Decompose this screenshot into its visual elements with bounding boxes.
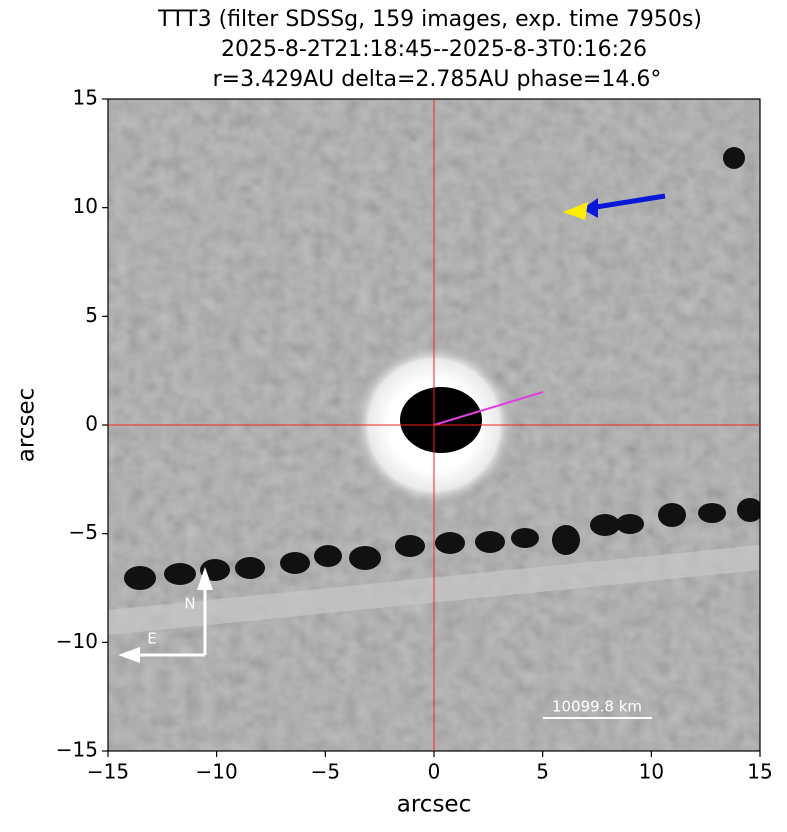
y-tick-label: −15: [56, 738, 98, 762]
y-tick-label: 0: [85, 412, 98, 436]
x-tick-label: −5: [311, 760, 340, 784]
y-tick-label: 15: [73, 86, 98, 110]
x-tick-label: 0: [428, 760, 441, 784]
x-tick-label: −10: [196, 760, 238, 784]
y-tick-label: −10: [56, 629, 98, 653]
star-trail: [124, 147, 760, 590]
y-tick-label: 10: [73, 194, 98, 218]
north-arrow-head: [197, 567, 213, 590]
x-axis-label: arcsec: [397, 792, 471, 818]
x-tick-label: 10: [639, 760, 664, 784]
sun-arrow: [563, 202, 588, 220]
chart-subtitle: r=3.429AU delta=2.785AU phase=14.6°: [213, 67, 662, 92]
motion-arrow: [589, 193, 666, 211]
motion-arrow-head: [582, 198, 598, 218]
y-axis-label: arcsec: [14, 388, 40, 462]
chart-title: TTT3 (filter SDSSg, 159 images, exp. tim…: [157, 7, 702, 32]
east-label: E: [147, 630, 156, 648]
north-label: N: [184, 595, 195, 613]
y-tick-label: −5: [69, 520, 98, 544]
x-tick-label: 5: [536, 760, 549, 784]
y-tick-label: 5: [85, 303, 98, 327]
nucleus: [400, 387, 482, 453]
sun-direction: [433, 391, 544, 426]
chart-subtitle: 2025-8-2T21:18:45--2025-8-3T0:16:26: [221, 37, 647, 62]
x-tick-label: −15: [87, 760, 129, 784]
x-tick-label: 15: [747, 760, 772, 784]
scale-bar-label: 10099.8 km: [552, 698, 642, 716]
east-arrow-head: [118, 647, 140, 663]
